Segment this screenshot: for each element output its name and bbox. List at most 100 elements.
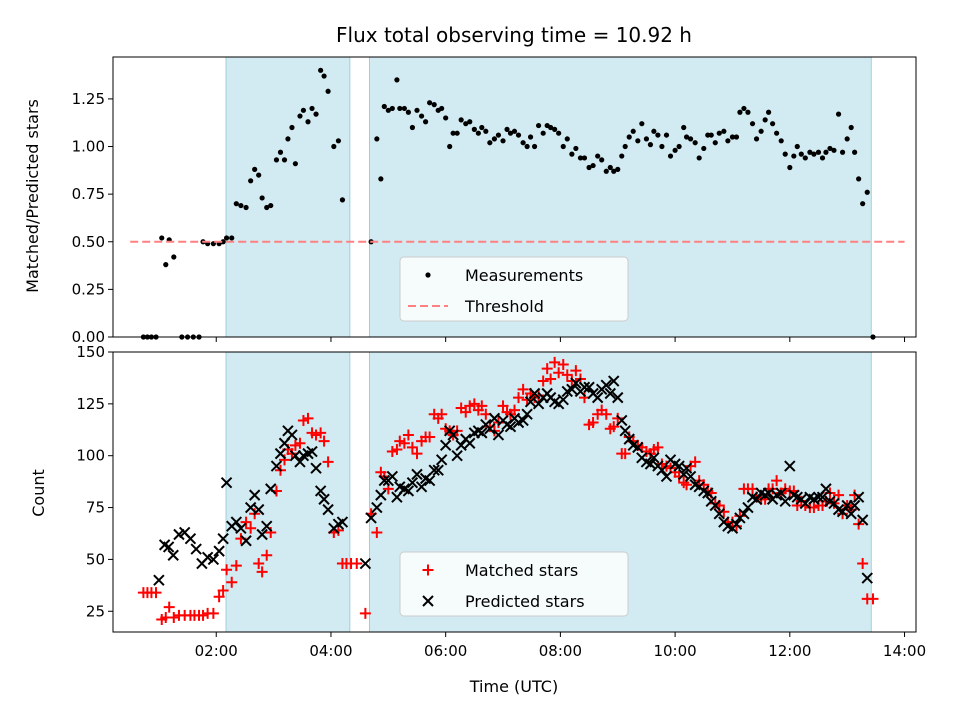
matched-star-point bbox=[371, 526, 383, 538]
predicted-star-point bbox=[604, 387, 616, 400]
measurement-point bbox=[762, 117, 768, 123]
matched-star-point bbox=[351, 558, 363, 570]
predicted-star-point bbox=[386, 470, 399, 483]
predicted-star-point bbox=[623, 433, 635, 445]
measurement-point bbox=[409, 124, 416, 131]
predicted-star-point bbox=[528, 387, 541, 400]
measurement-point bbox=[527, 134, 534, 140]
matched-star-point bbox=[553, 367, 565, 379]
predicted-star-point bbox=[423, 474, 436, 487]
predicted-star-point bbox=[713, 508, 725, 520]
predicted-star-point bbox=[784, 460, 796, 472]
predicted-star-point bbox=[680, 462, 693, 474]
matched-star-point bbox=[849, 489, 861, 501]
measurement-point bbox=[422, 119, 429, 125]
matched-star-point bbox=[240, 516, 252, 528]
predicted-star-point bbox=[220, 476, 233, 489]
predicted-star-point bbox=[848, 499, 861, 512]
predicted-star-point bbox=[217, 532, 229, 545]
measurement-point bbox=[443, 115, 449, 121]
predicted-star-point bbox=[261, 520, 273, 532]
matched-star-point bbox=[230, 560, 242, 572]
measurement-point bbox=[223, 235, 230, 241]
matched-star-point bbox=[168, 611, 180, 623]
matched-star-point bbox=[213, 591, 225, 603]
predicted-star-point bbox=[600, 379, 612, 391]
predicted-star-point bbox=[836, 505, 849, 518]
measurement-point bbox=[655, 132, 661, 138]
measurement-point bbox=[835, 111, 842, 117]
measurement-point bbox=[487, 140, 493, 146]
matched-star-point bbox=[302, 412, 314, 424]
measurement-point bbox=[716, 130, 722, 136]
predicted-star-point bbox=[856, 514, 869, 526]
predicted-star-point bbox=[504, 420, 517, 433]
observing-window bbox=[225, 351, 351, 633]
x-tick-label: 12:00 bbox=[768, 642, 811, 660]
predicted-star-point bbox=[750, 493, 763, 505]
predicted-star-point bbox=[270, 460, 283, 472]
matched-star-point bbox=[411, 448, 423, 460]
matched-star-point bbox=[322, 456, 334, 468]
predicted-star-point bbox=[521, 408, 533, 420]
measurement-point bbox=[297, 113, 303, 119]
matched-star-point bbox=[545, 373, 557, 385]
measurement-point bbox=[667, 153, 674, 159]
matched-star-point bbox=[278, 454, 290, 466]
measurement-point bbox=[733, 134, 740, 140]
matched-star-point bbox=[398, 437, 410, 449]
measurement-point bbox=[692, 140, 698, 146]
measurement-point bbox=[252, 166, 258, 172]
measurement-point bbox=[479, 124, 485, 131]
predicted-star-point bbox=[730, 518, 743, 530]
x-axis-label: Time (UTC) bbox=[469, 677, 558, 696]
predicted-star-point bbox=[566, 383, 578, 396]
predicted-star-point bbox=[632, 441, 644, 454]
predicted-star-point bbox=[742, 501, 754, 514]
y-tick-label: 25 bbox=[86, 602, 105, 620]
measurement-point bbox=[708, 132, 714, 138]
measurement-point bbox=[552, 126, 558, 132]
measurement-point bbox=[318, 67, 324, 73]
measurement-point bbox=[374, 136, 380, 142]
measurement-point bbox=[268, 202, 274, 209]
measurement-point bbox=[540, 130, 546, 136]
measurement-point bbox=[531, 143, 538, 150]
measurement-point bbox=[782, 151, 788, 157]
measurement-point bbox=[741, 105, 747, 112]
measurement-point bbox=[595, 153, 601, 159]
measurement-point bbox=[520, 140, 526, 146]
measurement-point bbox=[622, 143, 628, 150]
predicted-star-point bbox=[702, 487, 714, 499]
predicted-star-point bbox=[411, 468, 423, 481]
measurement-point bbox=[791, 153, 797, 159]
measurement-point bbox=[300, 107, 307, 113]
predicted-star-point bbox=[775, 487, 787, 499]
predicted-star-point bbox=[660, 470, 673, 483]
measurement-point bbox=[439, 105, 445, 112]
measurement-point bbox=[285, 136, 291, 142]
matched-star-point bbox=[221, 564, 233, 576]
predicted-star-point bbox=[852, 491, 865, 503]
predicted-star-point bbox=[861, 572, 873, 584]
chart-title: Flux total observing time = 10.92 h bbox=[336, 23, 692, 47]
measurement-point bbox=[823, 149, 829, 155]
matched-star-point bbox=[570, 365, 582, 377]
predicted-star-point bbox=[677, 468, 690, 481]
measurement-point bbox=[569, 151, 575, 157]
measurement-point bbox=[564, 136, 570, 142]
predicted-star-point bbox=[779, 495, 791, 508]
measurement-point bbox=[794, 143, 800, 150]
predicted-star-point bbox=[252, 503, 265, 516]
measurement-point bbox=[463, 121, 469, 127]
measurement-point bbox=[385, 107, 391, 113]
legend-box bbox=[399, 551, 629, 617]
predicted-star-point bbox=[738, 508, 750, 520]
matched-star-point bbox=[294, 437, 306, 449]
predicted-star-point bbox=[524, 396, 537, 408]
measurement-point bbox=[815, 149, 822, 155]
matched-star-point bbox=[265, 526, 277, 538]
measurement-point bbox=[273, 157, 280, 163]
measurement-point bbox=[427, 100, 433, 106]
x-tick-label: 04:00 bbox=[309, 642, 352, 660]
